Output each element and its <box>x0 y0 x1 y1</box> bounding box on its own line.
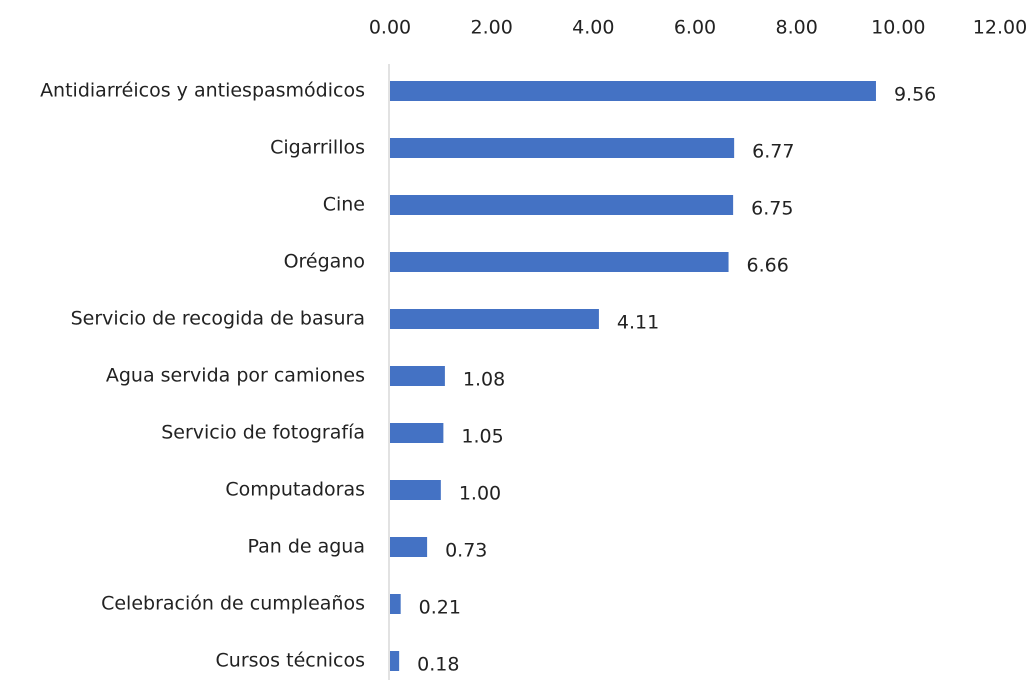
x-tick-label: 12.00 <box>973 17 1027 39</box>
x-tick-label: 4.00 <box>572 17 614 39</box>
value-label: 6.66 <box>747 255 789 277</box>
y-tick-label: Cigarrillos <box>270 137 365 159</box>
value-label: 1.08 <box>463 369 505 391</box>
bar <box>390 594 401 614</box>
bar <box>390 480 441 500</box>
value-label: 0.21 <box>419 597 461 619</box>
y-tick-label: Pan de agua <box>247 536 365 558</box>
x-tick-label: 10.00 <box>871 17 925 39</box>
y-tick-label: Agua servida por camiones <box>106 365 365 387</box>
value-label: 0.18 <box>417 654 459 676</box>
value-label: 0.73 <box>445 540 487 562</box>
x-tick-label: 8.00 <box>776 17 818 39</box>
y-tick-label: Cine <box>323 194 365 216</box>
y-tick-label: Computadoras <box>225 479 365 501</box>
y-tick-label: Cursos técnicos <box>216 650 365 672</box>
bar <box>390 138 735 158</box>
bar <box>390 309 599 329</box>
bar <box>390 81 876 101</box>
value-label: 9.56 <box>894 84 936 106</box>
bar <box>390 651 400 671</box>
y-tick-label: Antidiarréicos y antiespasmódicos <box>40 80 365 102</box>
bar <box>390 252 729 272</box>
value-label: 1.05 <box>461 426 503 448</box>
y-tick-label: Orégano <box>284 251 365 273</box>
value-label: 6.75 <box>751 198 793 220</box>
y-tick-label: Servicio de recogida de basura <box>71 308 365 330</box>
y-tick-label: Celebración de cumpleaños <box>101 593 365 615</box>
bar <box>390 423 444 443</box>
bar <box>390 537 428 557</box>
x-tick-label: 2.00 <box>471 17 513 39</box>
bar <box>390 195 734 215</box>
value-label: 4.11 <box>617 312 659 334</box>
x-tick-label: 0.00 <box>369 17 411 39</box>
value-label: 6.77 <box>752 141 794 163</box>
y-tick-label: Servicio de fotografía <box>161 422 365 444</box>
bar <box>390 366 445 386</box>
x-tick-label: 6.00 <box>674 17 716 39</box>
value-label: 1.00 <box>459 483 501 505</box>
